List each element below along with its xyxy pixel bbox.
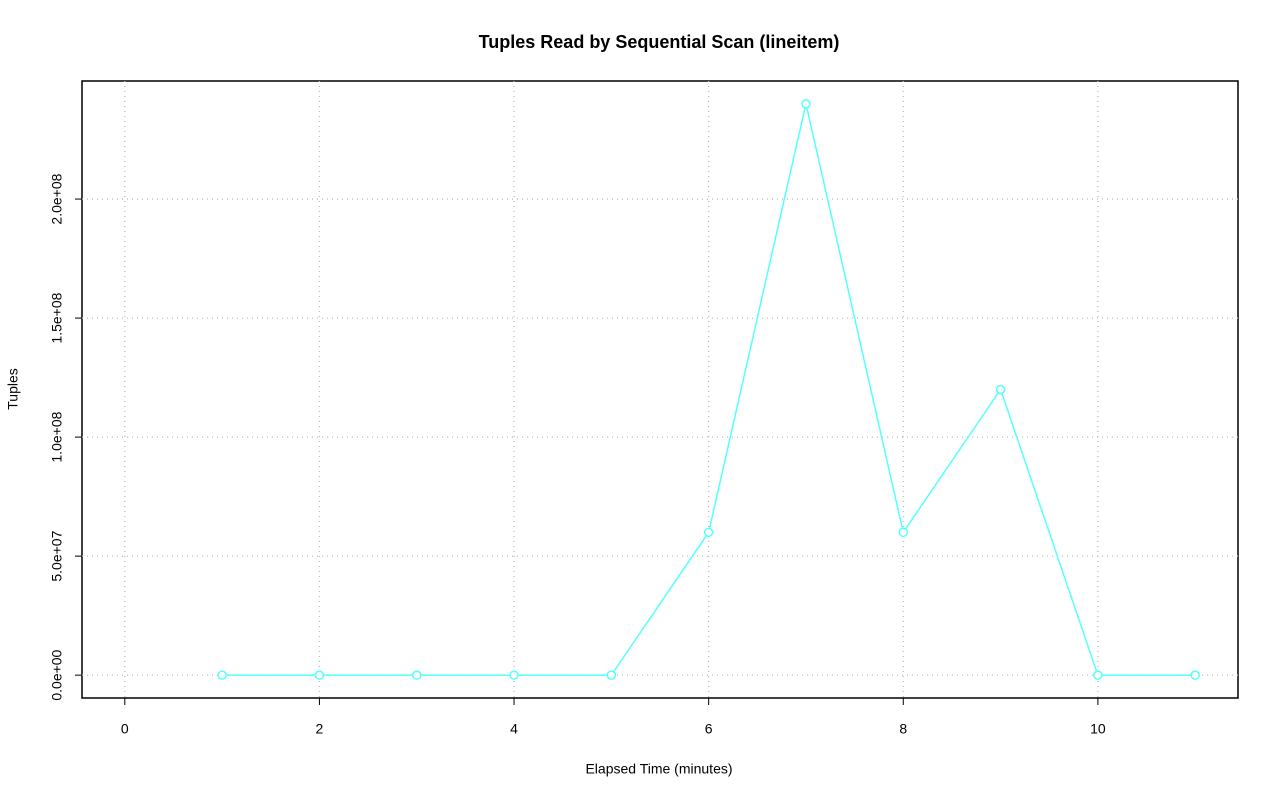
x-tick-label: 10 (1090, 721, 1106, 737)
x-tick-label: 6 (705, 721, 713, 737)
y-tick-label: 0.0e+00 (49, 649, 65, 700)
data-point (411, 670, 422, 680)
x-tick-label: 8 (899, 721, 907, 737)
y-axis-label: Tuples (5, 368, 21, 410)
plot-frame (81, 80, 1239, 699)
x-tick-label: 0 (121, 721, 129, 737)
x-axis-label: Elapsed Time (minutes) (585, 761, 732, 777)
y-tick-label: 1.5e+08 (49, 292, 65, 343)
data-point (606, 670, 617, 680)
data-line (222, 103, 1196, 676)
y-tick-label: 5.0e+07 (49, 530, 65, 581)
y-tick-label: 2.0e+08 (49, 173, 65, 224)
data-point (801, 99, 811, 109)
data-point (314, 670, 325, 680)
x-tick-label: 2 (316, 721, 324, 737)
data-point (1190, 670, 1200, 680)
data-point (1093, 670, 1103, 680)
data-point (995, 384, 1006, 395)
x-tick-label: 4 (510, 721, 518, 737)
data-point (898, 527, 909, 538)
y-tick-label: 1.0e+08 (49, 411, 65, 462)
data-point (703, 527, 714, 538)
data-point (217, 670, 227, 680)
chart-title: Tuples Read by Sequential Scan (lineitem… (479, 32, 840, 52)
data-point (509, 670, 519, 680)
